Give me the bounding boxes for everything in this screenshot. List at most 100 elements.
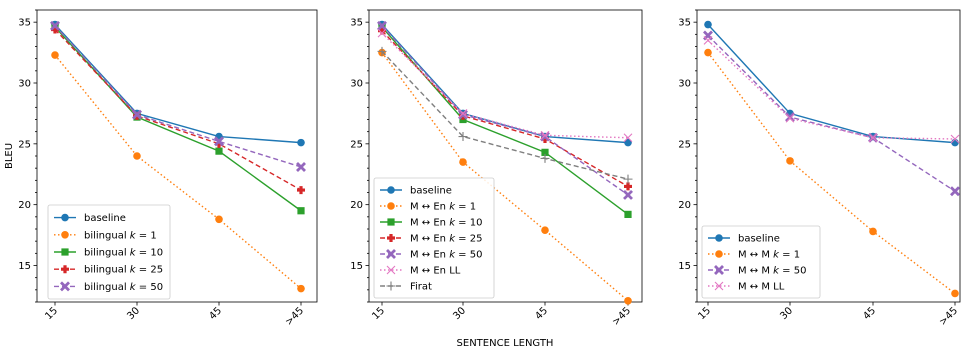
legend-box (47, 204, 171, 300)
x-tick-label: 15 (43, 305, 60, 322)
x-tick-label: 30 (451, 305, 468, 322)
data-point (377, 20, 387, 31)
series-line (54, 54, 302, 290)
legend-label: M ↔ En LL (410, 266, 461, 277)
series-line (381, 32, 629, 139)
series-line (707, 39, 956, 140)
series-5 (50, 20, 306, 172)
legend-marker (61, 231, 69, 239)
y-tick-label: 15 (678, 261, 691, 272)
y-tick-label: 20 (350, 200, 363, 211)
legend-label: Firat (410, 282, 432, 293)
legend-marker (715, 234, 723, 242)
data-point (377, 46, 387, 56)
data-point (540, 130, 550, 140)
y-tick-label: 30 (678, 79, 691, 90)
y-tick-label: 20 (18, 200, 31, 211)
data-point (459, 158, 467, 166)
x-tick-label: 45 (861, 305, 878, 322)
legend-marker (61, 265, 69, 274)
data-point (297, 138, 305, 147)
legend-marker (386, 281, 396, 291)
x-tick-label: 30 (778, 305, 795, 322)
data-point (458, 109, 468, 120)
y-tick-label: 35 (350, 18, 363, 29)
series-line (54, 24, 302, 144)
data-point (541, 134, 549, 143)
legend-marker (61, 248, 69, 256)
data-point (50, 20, 60, 31)
legend-label: M ↔ M k = 1 (738, 250, 800, 261)
legend-marker (60, 281, 70, 292)
series-1 (704, 20, 959, 147)
series-6 (377, 28, 633, 143)
legend-marker (387, 234, 395, 242)
chart-panel-2: 15 20 25 30 35 15 30 45 >45 baseline M ↔ En k = 1 M… (350, 9, 643, 328)
legend-marker (386, 265, 396, 275)
series-7 (377, 46, 633, 184)
series-4 (51, 25, 305, 195)
series-3 (51, 23, 305, 215)
data-point (458, 132, 468, 142)
data-point (541, 148, 549, 156)
y-tick-label: 15 (18, 261, 31, 272)
series-line (381, 50, 629, 180)
legend-label: M ↔ M LL (738, 282, 785, 293)
series-line (707, 24, 956, 144)
data-point (868, 133, 878, 143)
x-tick-label: 45 (533, 305, 550, 322)
y-tick-label: 25 (18, 139, 31, 150)
data-point (623, 133, 633, 143)
data-point (132, 109, 142, 120)
y-tick-label: 25 (678, 139, 691, 150)
data-point (624, 138, 632, 147)
legend-marker (715, 250, 723, 258)
legend-marker (387, 186, 395, 194)
data-point (297, 284, 305, 293)
data-point (296, 161, 306, 172)
x-tick-label: 15 (370, 305, 387, 322)
data-point (377, 28, 387, 38)
series-line (707, 52, 956, 295)
data-point (950, 186, 960, 197)
data-point (133, 152, 141, 160)
data-point (869, 227, 877, 236)
series-4 (703, 36, 960, 144)
data-point (297, 186, 305, 195)
data-point (215, 215, 223, 224)
legend-label: bilingual k = 50 (84, 282, 163, 293)
legend-box (701, 225, 821, 299)
data-point (951, 289, 959, 298)
legend: baseline bilingual k = 1 bilingual k = 10 b… (47, 204, 171, 300)
data-point (540, 153, 550, 163)
data-point (540, 131, 550, 142)
x-axis-label: SENTENCE LENGTH (457, 338, 554, 349)
series-4 (378, 26, 632, 191)
legend-marker (714, 281, 724, 291)
legend-marker (387, 218, 395, 226)
data-point (624, 296, 632, 305)
data-point (51, 51, 59, 59)
series-line (381, 52, 629, 302)
legend-label: M ↔ En k = 50 (410, 250, 482, 261)
x-tick-label: >45 (937, 305, 960, 328)
data-point (214, 136, 224, 147)
x-tick-label: 30 (125, 305, 142, 322)
data-point (785, 112, 795, 123)
data-point (786, 157, 794, 165)
data-point (624, 182, 632, 191)
series-2 (378, 48, 632, 305)
legend-label: bilingual k = 10 (84, 248, 163, 259)
legend-label: baseline (84, 213, 126, 224)
legend-label: M ↔ En k = 25 (410, 234, 482, 245)
y-tick-label: 30 (18, 79, 31, 90)
series-2 (51, 51, 305, 293)
legend-label: bilingual k = 1 (84, 230, 157, 241)
legend-label: M ↔ M k = 50 (738, 266, 806, 277)
y-axis-label: BLEU (4, 143, 15, 169)
y-tick-label: 15 (350, 261, 363, 272)
legend-label: bilingual k = 25 (84, 265, 163, 276)
data-point (458, 109, 468, 118)
y-tick-label: 25 (350, 139, 363, 150)
